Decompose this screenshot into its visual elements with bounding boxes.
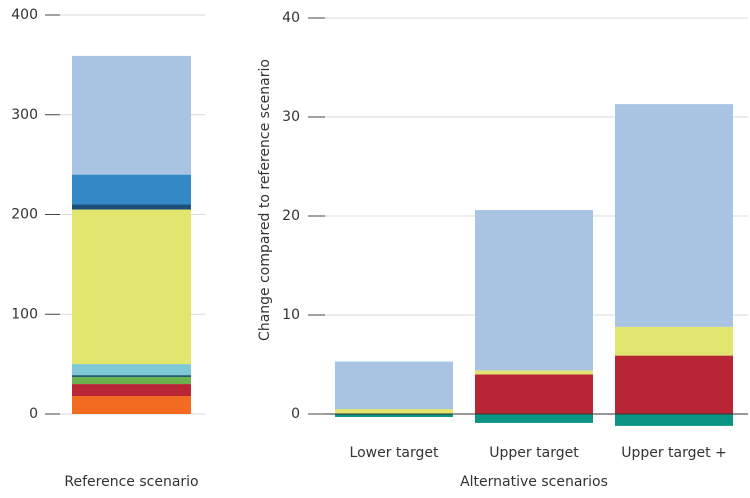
- bar-segment: [615, 104, 733, 327]
- bar-segment: [72, 364, 191, 376]
- y-tick-label: 200: [11, 207, 38, 223]
- y-tick-label: 40: [282, 10, 300, 26]
- y-tick-label: 10: [282, 307, 300, 323]
- bar-segment: [615, 355, 733, 414]
- y-tick-label: 20: [282, 208, 300, 224]
- y-label: Change compared to reference scenario: [257, 59, 273, 341]
- bar-segment: [72, 204, 191, 210]
- bar-segment: [72, 377, 191, 385]
- bar-segment: [335, 361, 453, 410]
- y-tick-label: 0: [29, 406, 38, 422]
- y-tick-label: 30: [282, 109, 300, 125]
- bar-segment: [335, 409, 453, 414]
- x-label: Reference scenario: [64, 474, 198, 490]
- x-label: Alternative scenarios: [460, 474, 608, 490]
- bar-segment: [72, 384, 191, 397]
- x-tick-label: Lower target: [350, 445, 439, 461]
- bar-segment: [475, 210, 593, 371]
- bar-segment: [72, 55, 191, 175]
- y-tick-label: 400: [11, 7, 38, 23]
- bar-segment: [72, 209, 191, 365]
- bar-segment: [72, 375, 191, 378]
- bar-segment: [615, 326, 733, 356]
- bar-segment: [72, 174, 191, 205]
- y-tick-label: 100: [11, 306, 38, 322]
- x-tick-label: Upper target: [489, 445, 579, 461]
- bar-segment: [335, 414, 453, 417]
- bar-segment: [72, 396, 191, 414]
- y-tick-label: 300: [11, 107, 38, 123]
- bar-segment: [615, 414, 733, 426]
- bar-segment: [475, 414, 593, 423]
- bar-segment: [475, 374, 593, 414]
- x-tick-label: Upper target +: [621, 445, 727, 461]
- y-tick-label: 0: [291, 406, 300, 422]
- bar-segment: [475, 370, 593, 375]
